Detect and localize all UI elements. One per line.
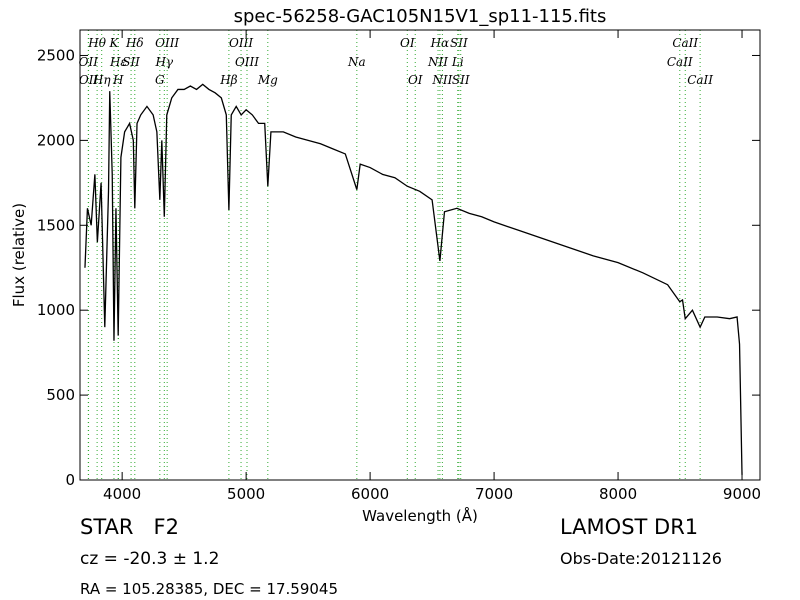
x-tick-label: 9000 [723, 485, 761, 503]
spectral-line-label: CaII [672, 36, 698, 50]
redshift: cz = -20.3 ± 1.2 [80, 549, 219, 569]
spectral-line-label: Hη [92, 73, 111, 87]
chart-title: spec-56258-GAC105N15V1_sp11-115.fits [234, 6, 607, 27]
spectral-line-label: OI [400, 36, 415, 50]
y-tick-label: 2500 [37, 46, 75, 64]
spectral-line-label: CaII [667, 55, 693, 69]
x-axis-label: Wavelength (Å) [362, 506, 478, 525]
spectral-line-label: NII [431, 73, 452, 87]
spectral-line-label: NII [427, 55, 448, 69]
spectral-line-label: Mg [257, 73, 278, 87]
object-class: STAR F2 [80, 515, 179, 539]
y-tick-label: 1500 [37, 216, 75, 234]
x-tick-label: 8000 [599, 485, 637, 503]
spectral-line-label: SII [122, 55, 140, 69]
spectral-line-label: Hα [430, 36, 450, 50]
coordinates: RA = 105.28385, DEC = 17.59045 [80, 580, 338, 598]
x-tick-label: 4000 [103, 485, 141, 503]
spectral-line-label: CaII [687, 73, 713, 87]
y-tick-label: 1000 [37, 301, 75, 319]
spectral-line-label: Hδ [125, 36, 144, 50]
spectral-line-label: Hθ [87, 36, 106, 50]
spectral-line-label: OIII [155, 36, 179, 50]
plot-frame [79, 29, 761, 481]
y-tick-label: 2000 [37, 131, 75, 149]
survey: LAMOST DR1 [560, 515, 698, 539]
spectral-line-label: OI [408, 73, 423, 87]
y-axis-label: Flux (relative) [10, 203, 28, 307]
spectral-line-label: Li [451, 55, 464, 69]
x-tick-label: 5000 [227, 485, 265, 503]
spectral-line-label: Na [347, 55, 366, 69]
spectral-line-label: SII [452, 73, 470, 87]
spectral-line-label: OII [79, 73, 99, 87]
spectral-line-label: Hγ [154, 55, 173, 69]
spectral-line-label: G [155, 73, 165, 87]
spectral-line-label: Hβ [219, 73, 237, 87]
x-tick-label: 6000 [351, 485, 389, 503]
y-tick-label: 500 [46, 386, 75, 404]
spectral-line-label: OIII [229, 36, 253, 50]
y-tick-label: 0 [65, 471, 75, 489]
spectral-line-label: H [112, 73, 124, 87]
spectral-line-label: OIII [235, 55, 259, 69]
spectral-line-label: K [108, 36, 119, 50]
spectrum-line [84, 83, 743, 475]
x-tick-label: 7000 [475, 485, 513, 503]
spectral-line-label: SII [450, 36, 468, 50]
obs-date: Obs-Date:20121126 [560, 549, 722, 568]
